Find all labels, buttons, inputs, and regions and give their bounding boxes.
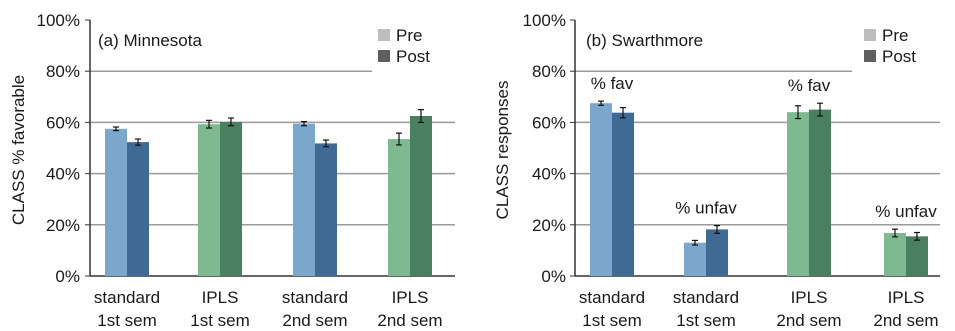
bar-pre	[684, 242, 706, 276]
x-tick-label: 2nd sem	[377, 311, 442, 330]
y-tick-label: 0%	[541, 267, 566, 286]
x-tick-label: 2nd sem	[873, 311, 938, 330]
bar-post	[220, 121, 242, 276]
y-tick-label: 100%	[523, 11, 566, 30]
bar-annotation: % fav	[788, 76, 831, 95]
y-axis-label: CLASS responses	[493, 81, 512, 220]
x-tick-label: standard	[282, 288, 348, 307]
y-tick-label: 60%	[46, 113, 80, 132]
bar-pre	[388, 139, 410, 276]
bar-post	[612, 112, 634, 276]
panel-a-minnesota: 0% 20% 40% 60% 80% 100% CLASS % favorable (a) M…	[9, 11, 455, 330]
legend-swatch-post	[864, 50, 876, 62]
bar-post	[906, 236, 928, 276]
legend-swatch-pre	[378, 29, 390, 41]
x-tick-label: 2nd sem	[282, 311, 347, 330]
x-tick-label: 1st sem	[190, 311, 250, 330]
x-tick-label: IPLS	[791, 288, 828, 307]
bar-pre	[105, 128, 127, 276]
bar-post	[315, 143, 337, 276]
bar-post	[410, 116, 432, 276]
y-tick-label: 80%	[46, 62, 80, 81]
y-tick-label: 100%	[37, 11, 80, 30]
y-tick-label: 80%	[532, 62, 566, 81]
legend-label-post: Post	[882, 47, 916, 66]
y-tick-label: 40%	[532, 165, 566, 184]
legend-swatch-post	[378, 50, 390, 62]
bar-annotation: % unfav	[875, 202, 937, 221]
bar-pre	[590, 103, 612, 276]
x-tick-label: standard	[579, 288, 645, 307]
x-tick-label: IPLS	[392, 288, 429, 307]
x-tick-label: standard	[673, 288, 739, 307]
panel-b-swarthmore: 0% 20% 40% 60% 80% 100% CLASS responses (b) Swa…	[493, 11, 940, 330]
panel-title: (b) Swarthmore	[586, 31, 703, 50]
bar-annotation: % unfav	[675, 199, 737, 218]
x-tick-label: 1st sem	[676, 311, 736, 330]
legend-swatch-pre	[864, 29, 876, 41]
legend-label-post: Post	[396, 47, 430, 66]
y-tick-label: 20%	[532, 216, 566, 235]
y-tick-label: 40%	[46, 165, 80, 184]
panel-title: (a) Minnesota	[98, 31, 202, 50]
y-axis-label: CLASS % favorable	[9, 75, 28, 225]
bar-annotation: % fav	[591, 74, 634, 93]
bar-pre	[293, 123, 315, 277]
y-tick-label: 0%	[55, 267, 80, 286]
y-tick-label: 20%	[46, 216, 80, 235]
y-tick-label: 60%	[532, 113, 566, 132]
bar-post	[706, 229, 728, 276]
x-tick-label: 1st sem	[97, 311, 157, 330]
x-tick-label: IPLS	[888, 288, 925, 307]
x-tick-label: IPLS	[202, 288, 239, 307]
bar-pre	[884, 232, 906, 276]
bar-post	[809, 109, 831, 276]
x-tick-label: 2nd sem	[776, 311, 841, 330]
x-tick-label: standard	[94, 288, 160, 307]
bar-pre	[198, 124, 220, 276]
x-tick-label: 1st sem	[582, 311, 642, 330]
legend-label-pre: Pre	[882, 26, 908, 45]
bar-pre	[787, 112, 809, 276]
bar-post	[127, 142, 149, 276]
legend-label-pre: Pre	[396, 26, 422, 45]
